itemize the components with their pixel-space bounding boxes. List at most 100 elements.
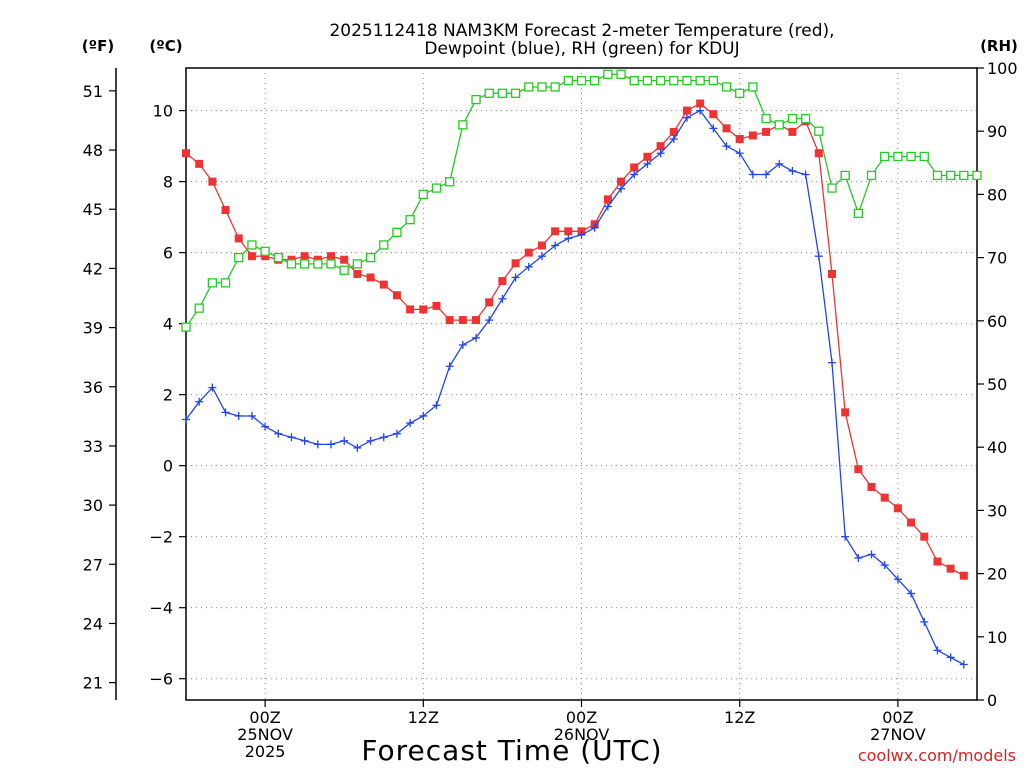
rh-point	[853, 208, 863, 219]
temperature-point	[392, 291, 401, 300]
credit-label: coolwx.com/models	[858, 746, 1016, 765]
rh-point	[431, 183, 442, 193]
rh-point	[352, 259, 363, 269]
dewpoint-point	[603, 202, 612, 211]
rh-point	[721, 82, 732, 92]
dewpoint-point	[827, 358, 836, 367]
dewpoint-point	[406, 419, 415, 428]
temperature-point	[617, 177, 626, 186]
rh-point	[735, 88, 745, 98]
celsius-tick-label: 10	[153, 102, 173, 121]
rh-point	[510, 88, 521, 98]
dewpoint-point	[261, 422, 270, 431]
rh-point	[418, 189, 428, 200]
temperature-point	[867, 482, 876, 491]
dewpoint-point	[643, 159, 652, 168]
dewpoint-point	[590, 223, 599, 232]
temperature-point	[472, 316, 481, 325]
rh-point	[642, 75, 653, 86]
rh-point	[919, 151, 929, 162]
rh-point	[748, 82, 758, 92]
celsius-tick-label: 0	[163, 457, 173, 476]
rh-point	[445, 177, 455, 187]
fahrenheit-tick-label: 45	[83, 200, 103, 219]
dewpoint-point	[353, 443, 362, 452]
rh-tick-label: 80	[987, 185, 1007, 204]
rh-point	[576, 75, 587, 86]
temperature-point	[221, 206, 230, 215]
temperature-point	[682, 106, 691, 115]
temperature-point	[182, 149, 190, 158]
fahrenheit-tick-label: 36	[83, 378, 103, 397]
dewpoint-point	[880, 561, 889, 570]
rh-tick-label: 30	[987, 501, 1007, 520]
temperature-point	[880, 493, 889, 502]
temperature-point	[564, 227, 573, 236]
temperature-point	[300, 252, 309, 261]
rh-point	[880, 151, 890, 162]
rh-point	[866, 170, 877, 181]
fahrenheit-tick-label: 33	[83, 437, 103, 456]
celsius-tick-label: 4	[163, 315, 173, 334]
dewpoint-point	[313, 440, 322, 449]
fahrenheit-tick-label: 21	[83, 674, 103, 693]
temperature-point	[748, 131, 757, 140]
temperature-point	[841, 408, 850, 417]
dewpoint-point	[432, 401, 441, 410]
data-series	[181, 69, 982, 669]
dewpoint-point	[841, 532, 850, 541]
rh-point	[207, 278, 218, 288]
rh-point	[827, 183, 837, 193]
temperature-point	[920, 532, 929, 541]
temperature-point	[195, 159, 204, 168]
temperature-point	[537, 241, 546, 250]
rh-point	[655, 75, 666, 86]
temperature-point	[485, 298, 494, 307]
rh-point	[708, 75, 718, 86]
rh-point	[563, 75, 573, 86]
dewpoint-point	[498, 294, 507, 303]
temperature-point	[762, 127, 771, 136]
temperature-point	[669, 127, 678, 136]
dewpoint-point	[709, 124, 718, 133]
temperature-point	[630, 163, 639, 172]
rh-point	[787, 113, 798, 124]
dewpoint-point	[867, 550, 876, 559]
rh-point	[286, 259, 297, 269]
chart-title-line-1: 2025112418 NAM3KM Forecast 2-meter Tempe…	[329, 21, 834, 41]
dewpoint-point	[656, 149, 665, 158]
rh-point	[273, 252, 283, 263]
time-tick-label: 25NOV	[237, 725, 293, 744]
fahrenheit-tick-label: 30	[83, 496, 103, 515]
temperature-point	[406, 305, 415, 314]
rh-point	[761, 113, 771, 124]
temperature-point	[709, 110, 718, 119]
temperature-point	[419, 305, 428, 314]
dewpoint-point	[762, 170, 771, 179]
temperature-point	[234, 234, 243, 243]
rh-point	[392, 227, 402, 237]
rh-point	[603, 69, 613, 79]
rh-point	[906, 151, 916, 162]
dewpoint-point	[735, 149, 744, 158]
temperature-point	[735, 135, 744, 144]
dewpoint-point	[564, 234, 573, 243]
dewpoint-point	[788, 166, 797, 175]
dewpoint-point	[234, 411, 243, 420]
temperature-point	[327, 252, 336, 261]
dewpoint-point	[379, 433, 388, 442]
rh-point	[695, 75, 705, 86]
rh-point	[669, 75, 679, 86]
rh-point	[194, 303, 204, 313]
rh-tick-label: 60	[987, 312, 1007, 331]
rh-tick-label: 100	[987, 59, 1018, 78]
rh-point	[800, 113, 811, 124]
temperature-point	[353, 269, 362, 278]
time-tick-label: 00Z	[249, 708, 280, 727]
chart-title-line-2: Dewpoint (blue), RH (green) for KDUJ	[424, 39, 739, 59]
rh-point	[260, 246, 270, 256]
temperature-point	[643, 152, 652, 161]
time-tick-label: 00Z	[566, 708, 597, 727]
